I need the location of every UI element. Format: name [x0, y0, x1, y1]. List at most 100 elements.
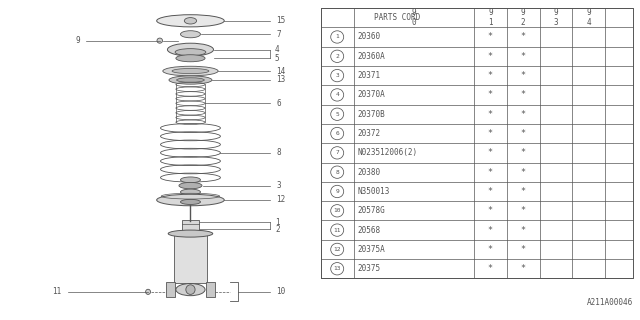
- Text: 7: 7: [276, 30, 281, 39]
- Text: *: *: [520, 226, 525, 235]
- Ellipse shape: [180, 177, 200, 183]
- Text: 20371: 20371: [358, 71, 381, 80]
- Text: 20370B: 20370B: [358, 110, 385, 119]
- Text: N023512006(2): N023512006(2): [358, 148, 418, 157]
- Text: 3: 3: [335, 73, 339, 78]
- Text: PARTS CORD: PARTS CORD: [374, 13, 420, 22]
- Ellipse shape: [157, 38, 163, 43]
- Text: *: *: [520, 187, 525, 196]
- Ellipse shape: [168, 230, 212, 237]
- Text: 14: 14: [276, 67, 285, 76]
- Text: 11: 11: [333, 228, 341, 233]
- Text: *: *: [520, 91, 525, 100]
- Ellipse shape: [184, 18, 196, 24]
- Circle shape: [331, 127, 344, 140]
- Circle shape: [331, 166, 344, 178]
- Text: 9
0: 9 0: [412, 8, 416, 27]
- Text: *: *: [520, 52, 525, 61]
- Ellipse shape: [175, 49, 206, 56]
- Text: 20370A: 20370A: [358, 91, 385, 100]
- Text: *: *: [520, 245, 525, 254]
- Ellipse shape: [157, 15, 224, 27]
- Circle shape: [331, 89, 344, 101]
- Ellipse shape: [177, 78, 204, 82]
- Circle shape: [331, 108, 344, 120]
- Ellipse shape: [180, 189, 200, 195]
- Ellipse shape: [176, 55, 205, 62]
- Text: 11: 11: [52, 287, 61, 296]
- Text: 20578G: 20578G: [358, 206, 385, 215]
- Text: *: *: [520, 168, 525, 177]
- Ellipse shape: [180, 199, 200, 204]
- Circle shape: [331, 147, 344, 159]
- Text: *: *: [488, 264, 493, 273]
- Text: *: *: [488, 245, 493, 254]
- Text: 4: 4: [275, 45, 280, 54]
- Text: 8: 8: [276, 148, 281, 157]
- Text: 20360: 20360: [358, 32, 381, 42]
- Text: *: *: [520, 129, 525, 138]
- Text: 2: 2: [335, 54, 339, 59]
- Text: 4: 4: [335, 92, 339, 97]
- Text: 20375: 20375: [358, 264, 381, 273]
- Text: 20380: 20380: [358, 168, 381, 177]
- Bar: [182, 220, 199, 233]
- Text: 2: 2: [275, 225, 280, 234]
- Circle shape: [331, 69, 344, 82]
- Text: *: *: [488, 148, 493, 157]
- Ellipse shape: [146, 289, 150, 294]
- Bar: [166, 282, 175, 297]
- Circle shape: [331, 185, 344, 198]
- Text: *: *: [488, 32, 493, 42]
- Text: *: *: [488, 52, 493, 61]
- Text: *: *: [488, 168, 493, 177]
- Text: 12: 12: [276, 196, 285, 204]
- Text: 9
4: 9 4: [586, 8, 591, 27]
- Ellipse shape: [163, 66, 218, 76]
- Text: *: *: [488, 91, 493, 100]
- Text: 13: 13: [276, 76, 285, 84]
- Ellipse shape: [176, 284, 205, 296]
- Text: *: *: [488, 187, 493, 196]
- Text: 1: 1: [335, 35, 339, 39]
- Text: 12: 12: [333, 247, 341, 252]
- Text: 13: 13: [333, 266, 341, 271]
- Text: 20375A: 20375A: [358, 245, 385, 254]
- Text: 6: 6: [276, 99, 281, 108]
- Text: 20568: 20568: [358, 226, 381, 235]
- Ellipse shape: [179, 182, 202, 189]
- Text: 20360A: 20360A: [358, 52, 385, 61]
- Text: 10: 10: [276, 287, 285, 296]
- Text: *: *: [488, 226, 493, 235]
- Text: N350013: N350013: [358, 187, 390, 196]
- Ellipse shape: [186, 285, 195, 294]
- Text: 10: 10: [333, 208, 341, 213]
- Ellipse shape: [157, 194, 224, 206]
- Text: *: *: [488, 110, 493, 119]
- Text: *: *: [520, 110, 525, 119]
- Circle shape: [331, 31, 344, 43]
- Circle shape: [331, 224, 344, 236]
- Circle shape: [331, 243, 344, 256]
- Text: 5: 5: [335, 112, 339, 117]
- Text: *: *: [520, 206, 525, 215]
- Bar: [174, 234, 207, 283]
- Text: *: *: [520, 32, 525, 42]
- Text: 9: 9: [76, 36, 80, 45]
- Text: 8: 8: [335, 170, 339, 175]
- Text: 15: 15: [276, 16, 285, 25]
- Text: 3: 3: [276, 181, 281, 190]
- Bar: [206, 282, 215, 297]
- Circle shape: [331, 50, 344, 62]
- Text: *: *: [520, 148, 525, 157]
- Text: 7: 7: [335, 150, 339, 155]
- Text: A211A00046: A211A00046: [587, 298, 634, 307]
- Text: *: *: [488, 129, 493, 138]
- Text: 6: 6: [335, 131, 339, 136]
- Text: 9
1: 9 1: [488, 8, 493, 27]
- Text: 9
2: 9 2: [521, 8, 525, 27]
- Text: *: *: [488, 206, 493, 215]
- Ellipse shape: [172, 68, 209, 74]
- Circle shape: [331, 204, 344, 217]
- Text: 5: 5: [275, 54, 280, 63]
